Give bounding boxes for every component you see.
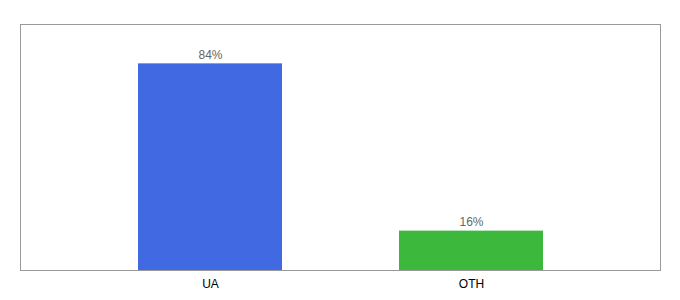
svg-text:UA: UA — [202, 277, 219, 291]
svg-text:16%: 16% — [459, 215, 483, 229]
svg-text:84%: 84% — [198, 48, 222, 62]
svg-text:OTH: OTH — [459, 277, 484, 291]
